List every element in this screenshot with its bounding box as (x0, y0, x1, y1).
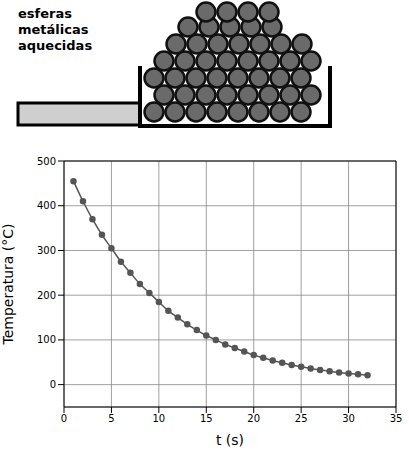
svg-text:100: 100 (37, 334, 56, 345)
html-text:esferas metálicas aquecidas: esferas metálicas aquecidas (18, 6, 93, 53)
svg-text:30: 30 (342, 413, 355, 424)
svg-text:0: 0 (50, 379, 56, 390)
svg-text:25: 25 (295, 413, 308, 424)
svg-text:5: 5 (108, 413, 114, 424)
svg-text:10: 10 (152, 413, 165, 424)
svg-text:35: 35 (390, 413, 403, 424)
svg-text:200: 200 (37, 290, 56, 301)
svg-text:400: 400 (37, 200, 56, 211)
svg-text:500: 500 (37, 156, 56, 167)
svg-text:300: 300 (37, 245, 56, 256)
svg-text:0: 0 (61, 413, 67, 424)
svg-text:15: 15 (200, 413, 213, 424)
svg-text:t (s): t (s) (216, 432, 244, 448)
svg-text:20: 20 (247, 413, 260, 424)
svg-text:Temperatura (°C): Temperatura (°C) (0, 223, 16, 345)
